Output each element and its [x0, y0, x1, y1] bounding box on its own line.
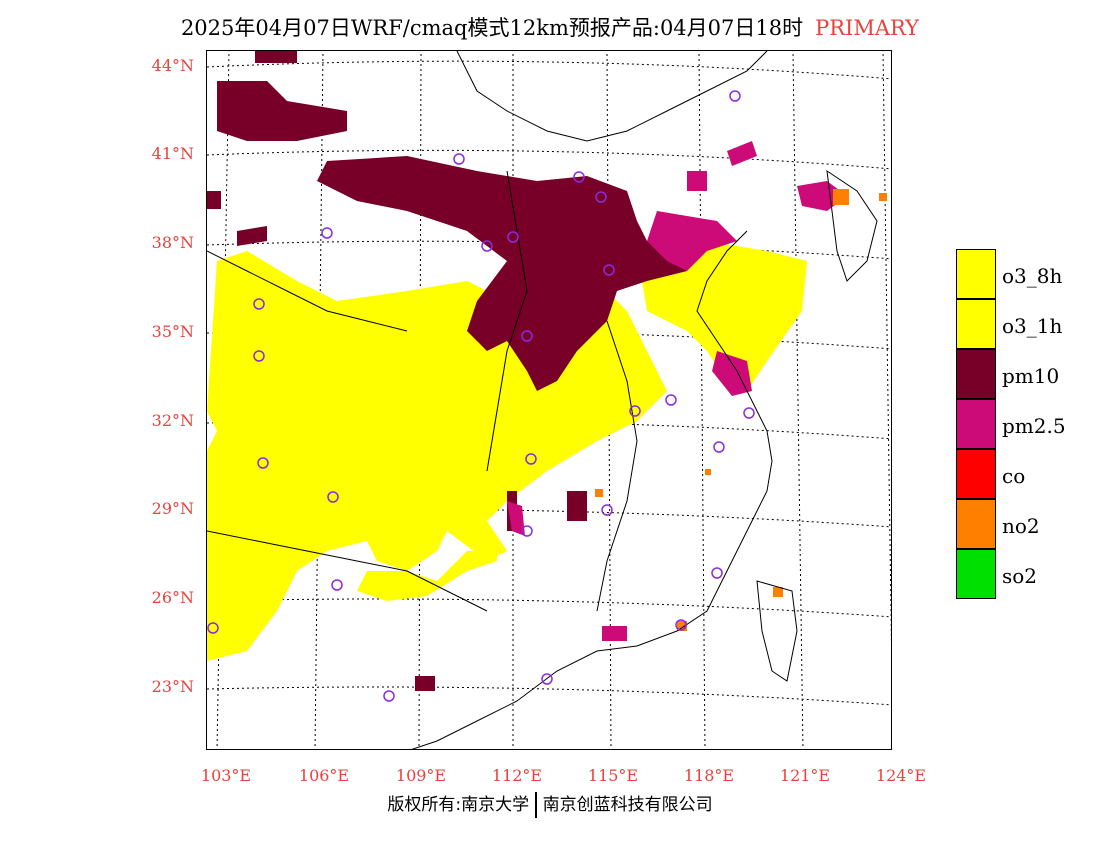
lon-label-124: 124°E	[875, 766, 927, 785]
legend-swatch-co	[956, 449, 996, 499]
lat-label-23: 23°N	[151, 677, 194, 696]
legend-swatch-pm25	[956, 399, 996, 449]
no2-spots	[595, 189, 887, 631]
lat-label-38: 38°N	[151, 233, 194, 252]
lon-label-109: 109°E	[395, 766, 447, 785]
lon-label-103: 103°E	[200, 766, 252, 785]
footer-divider	[535, 792, 537, 818]
lat-label-35: 35°N	[151, 322, 194, 341]
coastline	[207, 51, 878, 749]
pollution-map	[207, 51, 891, 749]
lon-label-112: 112°E	[491, 766, 543, 785]
lat-label-32: 32°N	[151, 411, 194, 430]
lat-label-29: 29°N	[151, 499, 194, 518]
legend-label-no2: no2	[1002, 514, 1040, 538]
lon-label-121: 121°E	[779, 766, 831, 785]
legend-label-co: co	[1002, 464, 1026, 488]
lon-label-118: 118°E	[683, 766, 735, 785]
legend-label-o3-1h: o3_1h	[1002, 314, 1063, 338]
lon-label-106: 106°E	[298, 766, 350, 785]
title-text: 2025年04月07日WRF/cmaq模式12km预报产品:04月07日18时	[180, 16, 804, 40]
lat-label-44: 44°N	[151, 56, 194, 75]
legend-swatch-so2	[956, 549, 996, 599]
legend-label-pm10: pm10	[1002, 364, 1060, 388]
lat-label-41: 41°N	[151, 144, 194, 163]
legend-label-so2: so2	[1002, 564, 1038, 588]
legend-label-pm25: pm2.5	[1002, 414, 1066, 438]
legend-swatch-pm10	[956, 349, 996, 399]
primary-label: PRIMARY	[815, 16, 920, 40]
station-markers	[207, 90, 755, 702]
legend-swatch-no2	[956, 499, 996, 549]
pm10-region	[207, 51, 687, 691]
legend-swatch-o3-1h	[956, 299, 996, 349]
map-panel	[206, 50, 892, 750]
lon-label-115: 115°E	[587, 766, 639, 785]
footer: 版权所有:南京大学 南京创蓝科技有限公司	[0, 790, 1100, 818]
map-title: 2025年04月07日WRF/cmaq模式12km预报产品:04月07日18时 P…	[0, 12, 1100, 42]
footer-copyright: 版权所有:南京大学	[387, 795, 530, 815]
lat-label-26: 26°N	[151, 588, 194, 607]
legend-label-o3-8h: o3_8h	[1002, 264, 1063, 288]
footer-company: 南京创蓝科技有限公司	[542, 795, 713, 815]
legend-swatch-o3-8h	[956, 249, 996, 299]
